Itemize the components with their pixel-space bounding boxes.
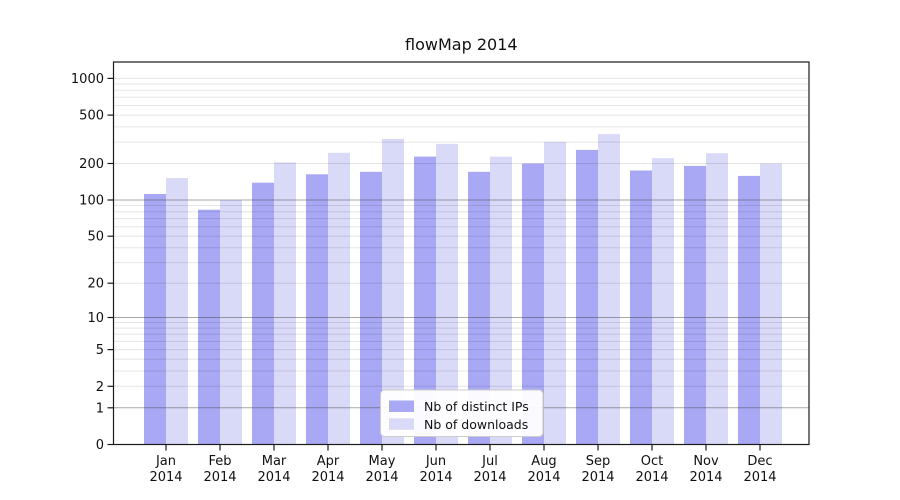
x-tick-label-year-dec: 2014 [743, 470, 776, 485]
bar-downloads-sep [598, 134, 620, 445]
y-tick-label-200: 200 [79, 157, 104, 172]
x-tick-label-year-mar: 2014 [257, 470, 290, 485]
bar-downloads-jan [166, 178, 188, 445]
bar-distinct-ips-jun [414, 156, 436, 445]
bar-downloads-jun [436, 143, 458, 445]
x-tick-label-month-dec: Dec [747, 454, 772, 469]
bar-distinct-ips-oct [630, 170, 652, 445]
bar-distinct-ips-feb [198, 209, 220, 445]
bar-downloads-apr [328, 152, 350, 445]
x-tick-label-month-sep: Sep [586, 454, 611, 469]
bar-downloads-oct [652, 158, 674, 445]
x-tick-label-month-apr: Apr [317, 454, 340, 469]
y-tick-label-10: 10 [87, 311, 104, 326]
x-tick-label-month-aug: Aug [531, 454, 556, 469]
y-tick-label-50: 50 [87, 230, 104, 245]
x-tick-label-month-nov: Nov [693, 454, 719, 469]
legend: Nb of distinct IPs Nb of downloads [380, 389, 544, 437]
x-tick-label-year-aug: 2014 [527, 470, 560, 485]
bar-downloads-nov [706, 153, 728, 445]
bar-distinct-ips-may [360, 171, 382, 445]
bar-downloads-aug [544, 141, 566, 445]
x-tick-label-year-apr: 2014 [311, 470, 344, 485]
x-tick-label-month-mar: Mar [262, 454, 287, 469]
legend-swatch-downloads [389, 418, 414, 430]
bar-distinct-ips-jul [468, 171, 490, 445]
bar-downloads-jul [490, 156, 512, 445]
y-axis: 0 1 2 5 10 20 50 100 200 500 1000 [71, 72, 114, 453]
bar-distinct-ips-apr [306, 174, 328, 445]
x-tick-label-month-jan: Jan [155, 454, 176, 469]
y-tick-label-0: 0 [96, 438, 104, 453]
y-tick-label-100: 100 [79, 194, 104, 209]
bar-distinct-ips-jan [144, 194, 166, 445]
x-tick-label-year-jun: 2014 [419, 470, 452, 485]
bar-distinct-ips-dec [738, 175, 760, 445]
x-tick-label-month-feb: Feb [208, 454, 231, 469]
legend-swatch-distinct-ips [389, 400, 414, 412]
gridlines [113, 77, 809, 409]
bar-downloads-dec [760, 163, 782, 445]
bar-downloads-feb [220, 200, 242, 445]
y-tick-label-5: 5 [96, 343, 104, 358]
bar-distinct-ips-sep [576, 149, 598, 445]
x-tick-label-month-jun: Jun [425, 454, 446, 469]
legend-box [380, 389, 544, 437]
y-tick-label-1: 1 [96, 401, 104, 416]
x-axis: Jan2014Feb2014Mar2014Apr2014May2014Jun20… [149, 444, 777, 485]
legend-label-downloads: Nb of downloads [424, 417, 528, 432]
x-tick-label-year-jul: 2014 [473, 470, 506, 485]
y-tick-label-1000: 1000 [71, 72, 104, 87]
y-tick-label-20: 20 [87, 277, 104, 292]
bar-distinct-ips-aug [522, 163, 544, 445]
x-tick-label-year-feb: 2014 [203, 470, 236, 485]
x-tick-label-year-oct: 2014 [635, 470, 668, 485]
legend-label-distinct-ips: Nb of distinct IPs [424, 399, 529, 414]
x-tick-label-year-jan: 2014 [149, 470, 182, 485]
y-tick-label-2: 2 [96, 380, 104, 395]
bar-distinct-ips-nov [684, 165, 706, 445]
axes [112, 61, 810, 446]
bars [144, 134, 782, 445]
x-tick-label-month-may: May [369, 454, 396, 469]
y-tick-label-500: 500 [79, 109, 104, 124]
x-tick-label-year-sep: 2014 [581, 470, 614, 485]
bar-downloads-mar [274, 162, 296, 445]
bar-distinct-ips-mar [252, 182, 274, 445]
x-tick-label-year-may: 2014 [365, 470, 398, 485]
chart-title: flowMap 2014 [405, 35, 518, 54]
x-tick-label-month-oct: Oct [641, 454, 663, 469]
bar-downloads-may [382, 138, 404, 445]
x-tick-label-year-nov: 2014 [689, 470, 722, 485]
x-tick-label-month-jul: Jul [481, 454, 498, 469]
plot-border [112, 61, 810, 446]
